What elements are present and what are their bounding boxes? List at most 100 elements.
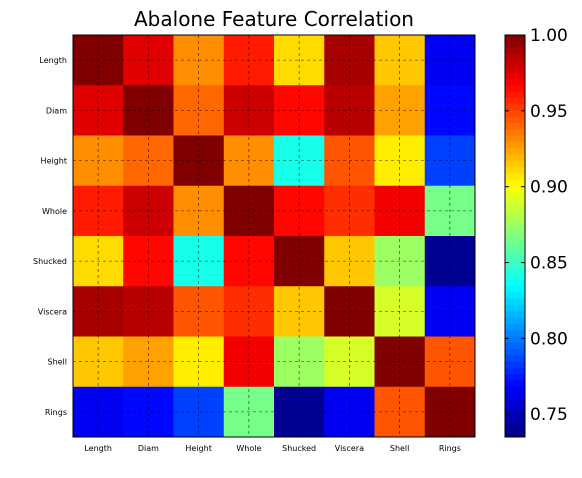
colorbar-segment [505, 160, 525, 168]
colorbar-segment [505, 204, 525, 212]
y-tick-label-diam: Diam [46, 106, 67, 115]
colorbar-segment [505, 97, 525, 105]
colorbar-segment [505, 185, 525, 193]
x-tick-label-length: Length [84, 444, 112, 453]
plot-frame [72, 34, 476, 438]
heatmap-cell-diam-diam [123, 85, 174, 136]
x-tick-label-diam: Diam [138, 444, 159, 453]
colorbar-segment [505, 336, 525, 344]
x-tick-label-whole: Whole [236, 444, 261, 453]
colorbar-segment [505, 305, 525, 312]
colorbar-segment [505, 317, 525, 325]
colorbar-segment [505, 273, 525, 281]
colorbar-segment [505, 286, 525, 294]
colorbar-segment [505, 47, 525, 55]
colorbar-segment [505, 279, 525, 287]
colorbar-segment [505, 35, 525, 42]
colorbar-segment [505, 261, 525, 268]
colorbar-segment [505, 393, 525, 400]
heatmap-cell-shucked-diam [123, 236, 174, 287]
colorbar-segment [505, 242, 525, 250]
colorbar-segment [505, 330, 525, 337]
colorbar [504, 34, 526, 438]
colorbar-segment [505, 104, 525, 111]
y-tick-label-rings: Rings [45, 408, 67, 417]
colorbar-segment [505, 248, 525, 256]
colorbar-segment [505, 386, 525, 394]
y-tick-label-whole: Whole [42, 207, 67, 216]
heatmap-cell-rings-diam [123, 386, 174, 438]
colorbar-segment [505, 430, 525, 438]
colorbar-segment [505, 72, 525, 80]
x-tick-label-shucked: Shucked [282, 444, 316, 453]
colorbar-segment [505, 298, 525, 306]
colorbar-tick-label: 0.95 [530, 102, 568, 122]
colorbar-tick-label: 1.00 [530, 26, 568, 46]
colorbar-segment [505, 78, 525, 86]
colorbar-segment [505, 210, 525, 218]
colorbar-segment [505, 254, 525, 262]
x-tick-labels: Length Diam Height Whole Shucked Viscera Shell… [84, 444, 461, 453]
colorbar-segment [505, 60, 525, 67]
y-tick-label-shucked: Shucked [33, 257, 67, 266]
colorbar-segment [505, 267, 525, 275]
colorbar-segment [505, 166, 525, 174]
colorbar-segment [505, 122, 525, 130]
colorbar-segment [505, 355, 525, 363]
heatmap-cells [73, 35, 476, 438]
y-tick-label-length: Length [39, 56, 67, 65]
colorbar-segment [505, 418, 525, 425]
colorbar-tick-labels: 1.00 0.95 0.90 0.85 0.80 0.75 [505, 26, 568, 425]
colorbar-segment [505, 41, 525, 49]
colorbar-segment [505, 179, 525, 187]
chart-title: Abalone Feature Correlation [134, 7, 414, 31]
colorbar-segment [505, 141, 525, 149]
colorbar-tick-label: 0.85 [530, 254, 568, 274]
colorbar-segment [505, 323, 525, 331]
colorbar-tick-label: 0.80 [530, 329, 568, 349]
colorbar-segment [505, 374, 525, 381]
colorbar-segment [505, 198, 525, 206]
colorbar-segment [505, 411, 525, 419]
x-tick-label-rings: Rings [439, 444, 461, 453]
colorbar-segment [505, 91, 525, 99]
colorbar-segment [505, 292, 525, 300]
colorbar-segment [505, 367, 525, 375]
colorbar-segment [505, 349, 525, 356]
colorbar-segment [505, 311, 525, 319]
colorbar-segment [505, 53, 525, 61]
colorbar-segment [505, 116, 525, 124]
colorbar-tick-label: 0.90 [530, 178, 568, 198]
x-tick-label-viscera: Viscera [335, 444, 364, 453]
heatmap-cell-shucked-rings [424, 236, 476, 287]
colorbar-segment [505, 342, 525, 350]
colorbar-segment [505, 217, 525, 224]
colorbar-segment [505, 192, 525, 199]
colorbar-frame [504, 34, 526, 438]
colorbar-segment [505, 424, 525, 432]
colorbar-tick-label: 0.75 [530, 405, 568, 425]
heatmap-cell-diam-shucked [274, 85, 325, 136]
colorbar-segment [505, 405, 525, 413]
heatmap-cell-diam-rings [424, 85, 476, 136]
colorbar-segment [505, 110, 525, 118]
colorbar-segment [505, 229, 525, 237]
heatmap-cell-rings-rings [424, 386, 476, 438]
y-tick-label-height: Height [41, 157, 67, 166]
heatmap-cell-rings-shucked [274, 386, 325, 438]
heatmap-cell-shucked-shucked [274, 236, 325, 287]
y-tick-label-viscera: Viscera [38, 307, 67, 316]
x-tick-label-height: Height [185, 444, 211, 453]
colorbar-segment [505, 135, 525, 143]
colorbar-segment [505, 154, 525, 162]
colorbar-segment [505, 148, 525, 155]
colorbar-segment [505, 129, 525, 136]
y-tick-labels: Length Diam Height Whole Shucked Viscera Shell… [33, 56, 67, 417]
colorbar-segment [505, 66, 525, 74]
colorbar-segment [505, 223, 525, 231]
x-tick-label-shell: Shell [390, 444, 410, 453]
colorbar-segment [505, 361, 525, 369]
heatmap-gridlines [73, 35, 475, 437]
colorbar-segment [505, 380, 525, 388]
